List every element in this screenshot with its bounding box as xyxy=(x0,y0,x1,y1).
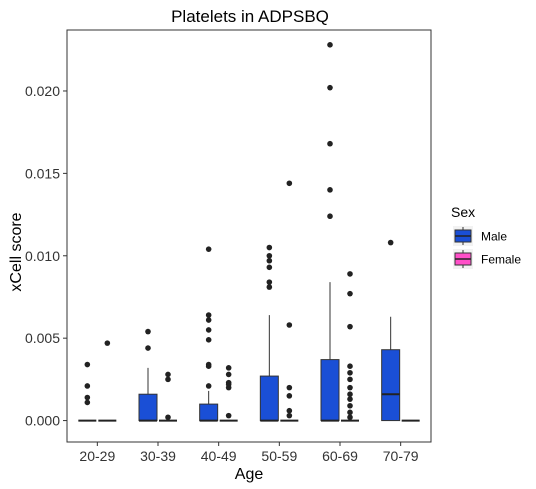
male-outlier-point xyxy=(205,246,212,252)
male-box-group xyxy=(259,244,279,422)
x-tick-label: 50-59 xyxy=(261,448,297,464)
female-box-group xyxy=(159,371,177,422)
male-outlier-point xyxy=(205,363,212,369)
legend-item-female: Female xyxy=(453,249,521,269)
male-box xyxy=(381,349,401,422)
x-tick-label: 40-49 xyxy=(201,448,237,464)
male-outlier-point xyxy=(84,383,91,389)
legend-title: Sex xyxy=(451,204,475,220)
male-outlier-point xyxy=(266,279,273,285)
female-outlier-point xyxy=(225,365,232,371)
male-outlier-point xyxy=(327,42,333,48)
female-outlier-point xyxy=(165,414,171,421)
male-outlier-point xyxy=(205,317,212,323)
y-tick-label: 0.010 xyxy=(25,248,60,264)
male-outlier-point xyxy=(266,284,273,290)
female-box-group xyxy=(98,340,117,422)
y-tick-label: 0.015 xyxy=(25,165,60,181)
female-outlier-point xyxy=(225,384,232,391)
x-tick-label: 70-79 xyxy=(383,448,419,464)
female-outlier-point xyxy=(225,412,232,419)
male-box xyxy=(138,393,158,422)
male-outlier-point xyxy=(266,257,273,264)
female-box-group xyxy=(341,271,359,422)
y-axis: 0.000 0.005 0.010 0.015 0.020 xyxy=(25,83,67,429)
female-outlier-point xyxy=(347,414,353,421)
male-box-group xyxy=(381,239,401,422)
female-outlier-point xyxy=(286,412,293,419)
male-outlier-point xyxy=(205,383,212,389)
male-outlier-point xyxy=(84,394,91,401)
female-box-group xyxy=(280,180,299,422)
female-outlier-point xyxy=(347,402,353,409)
female-outlier-point xyxy=(286,180,293,187)
male-outlier-point xyxy=(387,239,394,246)
plot-area xyxy=(78,42,420,422)
male-outlier-point xyxy=(84,361,91,368)
legend-label-male: Male xyxy=(481,230,507,244)
male-box xyxy=(259,375,279,422)
x-tick-label: 60-69 xyxy=(322,448,358,464)
x-tick-label: 20-29 xyxy=(79,448,115,464)
male-outlier-point xyxy=(145,345,151,351)
male-outlier-point xyxy=(266,252,273,259)
female-outlier-point xyxy=(286,407,293,414)
male-outlier-point xyxy=(266,264,273,271)
female-outlier-point xyxy=(347,271,353,277)
y-axis-title: xCell score xyxy=(8,212,25,291)
female-outlier-point xyxy=(165,376,171,383)
female-outlier-point xyxy=(347,409,353,416)
y-tick-label: 0.000 xyxy=(25,413,60,429)
male-outlier-point xyxy=(145,328,151,335)
male-outlier-point xyxy=(266,244,273,251)
male-box-group xyxy=(138,328,158,422)
female-outlier-point xyxy=(347,396,353,402)
female-outlier-point xyxy=(347,384,353,391)
female-outlier-point xyxy=(225,371,232,378)
male-outlier-point xyxy=(327,213,333,220)
female-outlier-point xyxy=(347,369,353,376)
male-box xyxy=(320,359,340,422)
female-outlier-point xyxy=(165,371,171,378)
male-box-group xyxy=(320,42,340,422)
male-outlier-point xyxy=(327,187,333,193)
y-tick-label: 0.005 xyxy=(25,330,60,346)
x-tick-label: 30-39 xyxy=(140,448,176,464)
male-outlier-point xyxy=(327,140,333,147)
male-box xyxy=(199,403,219,422)
male-outlier-point xyxy=(205,337,212,343)
male-outlier-point xyxy=(205,327,212,333)
x-axis-title: Age xyxy=(235,466,264,483)
female-outlier-point xyxy=(347,363,353,369)
legend: Sex Male Female xyxy=(451,204,521,269)
male-outlier-point xyxy=(327,84,333,91)
y-tick-label: 0.020 xyxy=(25,83,60,99)
x-axis: 20-29 30-39 40-49 50-59 60-69 70-79 xyxy=(79,442,419,464)
male-box-group xyxy=(78,361,97,422)
female-outlier-point xyxy=(347,376,353,383)
female-outlier-point xyxy=(104,340,111,346)
plot-panel-border xyxy=(66,29,432,443)
chart-title: Platelets in ADPSBQ xyxy=(171,7,329,26)
female-outlier-point xyxy=(347,323,353,330)
male-box-group xyxy=(199,246,219,422)
female-box-group xyxy=(219,365,238,422)
legend-label-female: Female xyxy=(481,253,521,267)
male-outlier-point xyxy=(84,399,91,406)
legend-item-male: Male xyxy=(453,226,507,246)
male-outlier-point xyxy=(205,312,212,318)
female-outlier-point xyxy=(286,384,293,391)
female-outlier-point xyxy=(347,391,353,398)
female-outlier-point xyxy=(347,290,353,297)
female-outlier-point xyxy=(286,393,293,399)
female-outlier-point xyxy=(286,322,293,328)
